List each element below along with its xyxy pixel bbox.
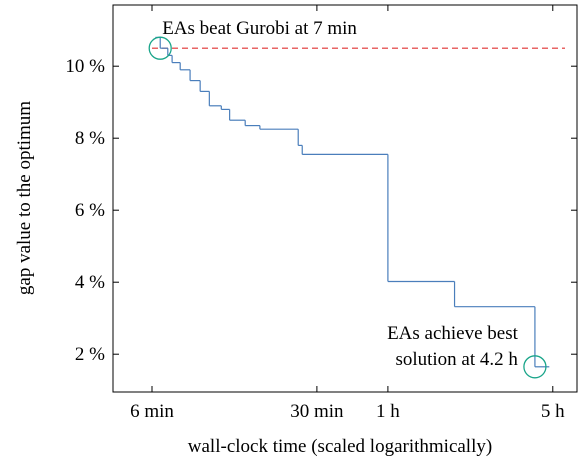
annotation-text: EAs achieve best xyxy=(387,323,519,344)
x-tick-label: 30 min xyxy=(290,401,344,422)
x-axis-label: wall-clock time (scaled logarithmically) xyxy=(188,436,492,457)
annotation-text: EAs beat Gurobi at 7 min xyxy=(162,18,357,39)
y-tick-label: 8 % xyxy=(75,128,105,149)
annotation-marker xyxy=(148,36,172,60)
x-tick-label: 1 h xyxy=(376,401,400,422)
y-tick-label: 10 % xyxy=(65,56,105,77)
y-tick-label: 6 % xyxy=(75,200,105,221)
x-tick-label: 6 min xyxy=(130,401,174,422)
plot-frame xyxy=(112,4,578,393)
annotation-text: solution at 4.2 h xyxy=(395,349,518,370)
y-axis-label: gap value to the optimum xyxy=(14,101,35,295)
annotation-marker xyxy=(523,355,547,379)
y-tick-label: 4 % xyxy=(75,272,105,293)
y-tick-label: 2 % xyxy=(75,344,105,365)
x-tick-label: 5 h xyxy=(541,401,565,422)
